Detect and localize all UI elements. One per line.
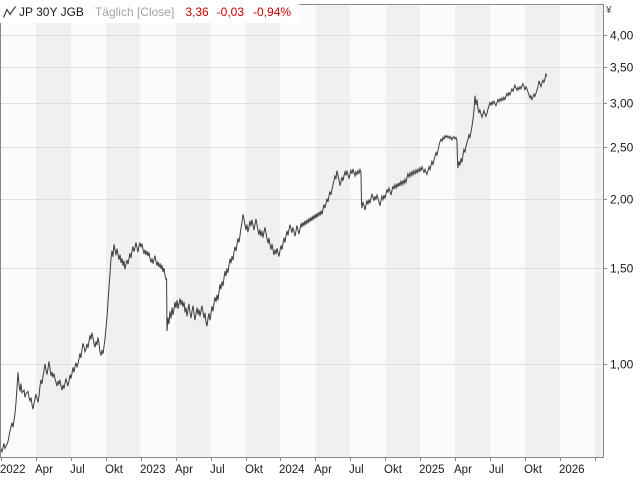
y-tick-label: 3,50: [610, 61, 634, 75]
y-tick-label: 2,50: [610, 141, 634, 155]
y-axis: 4,00 3,50 3,00 2,50 2,00 1,50 1,00 ¥: [603, 5, 634, 372]
x-tick-label: Okt: [105, 464, 124, 476]
x-tick-label: Jul: [210, 464, 225, 476]
line-chart-icon: [3, 5, 16, 18]
x-tick-label: Okt: [524, 464, 543, 476]
quarter-band: [35, 4, 71, 457]
x-tick-label: 2026: [559, 464, 585, 476]
gridlines: [0, 35, 603, 365]
interval-label: Täglich [Close]: [94, 4, 175, 19]
x-tick-label: Apr: [454, 464, 472, 476]
x-tick-label: Jul: [349, 464, 364, 476]
y-tick-label: 1,50: [610, 262, 634, 276]
quarter-band: [105, 4, 141, 457]
x-tick-label: Jul: [70, 464, 85, 476]
last-price: 3,36: [185, 4, 209, 19]
change-absolute: -0,03: [216, 4, 245, 19]
x-tick-label: 2022: [0, 464, 26, 476]
instrument-name: JP 30Y JGB: [19, 4, 84, 19]
x-tick-label: 2024: [279, 464, 305, 476]
quarter-band: [245, 4, 281, 457]
x-axis: 2022 Apr Jul Okt 2023 Apr Jul Okt 2024 Apr Jul Okt 2…: [0, 457, 596, 476]
quarter-band: [594, 4, 603, 457]
quarter-band: [455, 4, 491, 457]
x-tick-label: Apr: [175, 464, 193, 476]
x-tick-label: 2025: [419, 464, 445, 476]
quarter-band: [175, 4, 211, 457]
y-tick-label: 3,00: [610, 97, 634, 111]
y-tick-label: 1,00: [610, 358, 634, 372]
x-tick-label: 2023: [140, 464, 166, 476]
quarter-band: [385, 4, 421, 457]
quarter-bands: [35, 4, 603, 457]
currency-symbol: ¥: [605, 5, 612, 16]
series-line: [0, 72, 548, 454]
y-tick-label: 2,00: [610, 193, 634, 207]
y-tick-label: 4,00: [610, 29, 634, 43]
quarter-band: [315, 4, 351, 457]
x-tick-label: Okt: [245, 464, 264, 476]
change-percent: -0,94%: [253, 4, 292, 19]
x-tick-label: Okt: [384, 464, 403, 476]
x-tick-label: Apr: [35, 464, 53, 476]
quarter-band: [525, 4, 560, 457]
plot-background: [0, 4, 603, 457]
chart-legend: JP 30Y JGB Täglich [Close] 3,36 -0,03 -0…: [0, 0, 299, 23]
x-tick-label: Apr: [314, 464, 332, 476]
x-tick-label: Jul: [489, 464, 504, 476]
plot-border: [0, 4, 604, 458]
